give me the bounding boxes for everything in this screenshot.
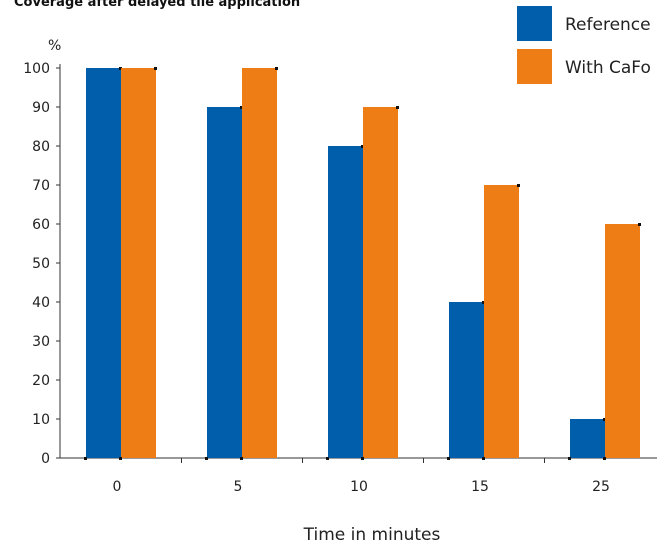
bars-group	[84, 67, 641, 460]
bar-with-cafo	[484, 185, 519, 458]
y-tick-label: 100	[23, 61, 50, 77]
legend-swatch-reference	[517, 6, 552, 41]
bar-reference	[449, 302, 484, 458]
legend-label-with-cafo: With CaFo	[565, 58, 651, 78]
bar-cap-marker	[482, 301, 485, 304]
y-tick-label: 10	[32, 412, 50, 428]
bar-base-marker	[205, 457, 208, 460]
bar-reference	[570, 419, 605, 458]
bar-base-marker	[119, 457, 122, 460]
y-tick-label: 80	[32, 139, 50, 155]
y-tick-label: 90	[32, 100, 50, 116]
y-tick-label: 50	[32, 256, 50, 272]
legend: Reference With CaFo	[517, 6, 651, 84]
x-tick-label: 15	[471, 479, 489, 495]
bar-reference	[328, 146, 363, 458]
bar-with-cafo	[363, 107, 398, 458]
legend-swatch-with-cafo	[517, 49, 552, 84]
x-tick-label: 5	[234, 479, 243, 495]
bar-cap-marker	[603, 418, 606, 421]
bar-base-marker	[447, 457, 450, 460]
bar-cap-marker	[240, 106, 243, 109]
bar-base-marker	[240, 457, 243, 460]
chart-title: Coverage after delayed tile application	[14, 0, 300, 10]
bar-with-cafo	[121, 68, 156, 458]
bar-base-marker	[482, 457, 485, 460]
bar-reference	[86, 68, 121, 458]
x-axis: 0 5 10 15 25	[60, 457, 657, 495]
bar-with-cafo	[242, 68, 277, 458]
bar-cap-marker	[275, 67, 278, 70]
bar-cap-marker	[396, 106, 399, 109]
bar-with-cafo	[605, 224, 640, 458]
bar-base-marker	[568, 457, 571, 460]
y-tick-label: 30	[32, 334, 50, 350]
y-tick-label: 0	[41, 451, 50, 467]
y-tick-label: 20	[32, 373, 50, 389]
bar-cap-marker	[361, 145, 364, 148]
x-tick-label: 10	[350, 479, 368, 495]
bar-cap-marker	[517, 184, 520, 187]
x-axis-title: Time in minutes	[303, 525, 441, 544]
bar-base-marker	[326, 457, 329, 460]
x-tick-label: 25	[592, 479, 610, 495]
y-tick-label: 70	[32, 178, 50, 194]
y-tick-label: 40	[32, 295, 50, 311]
legend-label-reference: Reference	[565, 15, 651, 35]
bar-base-marker	[361, 457, 364, 460]
bar-reference	[207, 107, 242, 458]
bar-base-marker	[603, 457, 606, 460]
bar-base-marker	[84, 457, 87, 460]
bar-cap-marker	[119, 67, 122, 70]
bar-cap-marker	[638, 223, 641, 226]
bar-cap-marker	[154, 67, 157, 70]
y-axis: 0 10 20 30 40 50 60 70 80 90 100	[23, 61, 61, 467]
x-tick-label: 0	[113, 479, 122, 495]
y-axis-unit: %	[48, 38, 61, 54]
y-tick-label: 60	[32, 217, 50, 233]
